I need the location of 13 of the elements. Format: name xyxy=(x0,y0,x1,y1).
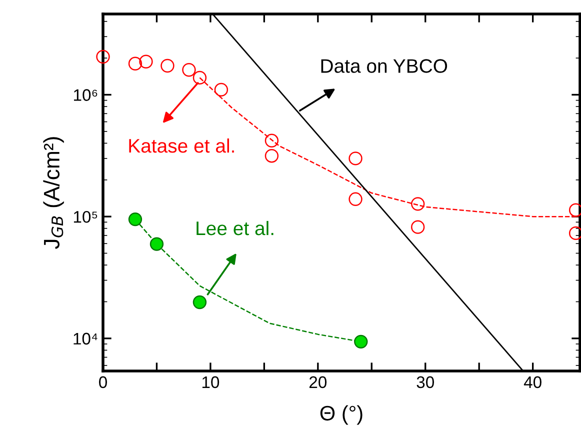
y-tick-label: 10⁶ xyxy=(74,89,98,101)
x-tick-label: 10 xyxy=(202,376,220,388)
annotation: Katase et al. xyxy=(129,138,234,153)
x-tick-label: 40 xyxy=(524,376,542,388)
y-tick-label: 10⁵ xyxy=(74,210,98,223)
x-tick-label: 30 xyxy=(416,376,434,388)
y-tick-label: 10⁴ xyxy=(74,332,98,345)
y-axis-title: J$_{GB}$ (A/cm²) xyxy=(43,137,64,250)
annotation: Lee et al. xyxy=(196,220,274,236)
x-tick-label: 0 xyxy=(99,376,107,388)
x-tick-label: 20 xyxy=(309,376,327,388)
annotation: Data on YBCO xyxy=(321,59,448,73)
x-axis-title: Θ (°) xyxy=(320,405,362,425)
